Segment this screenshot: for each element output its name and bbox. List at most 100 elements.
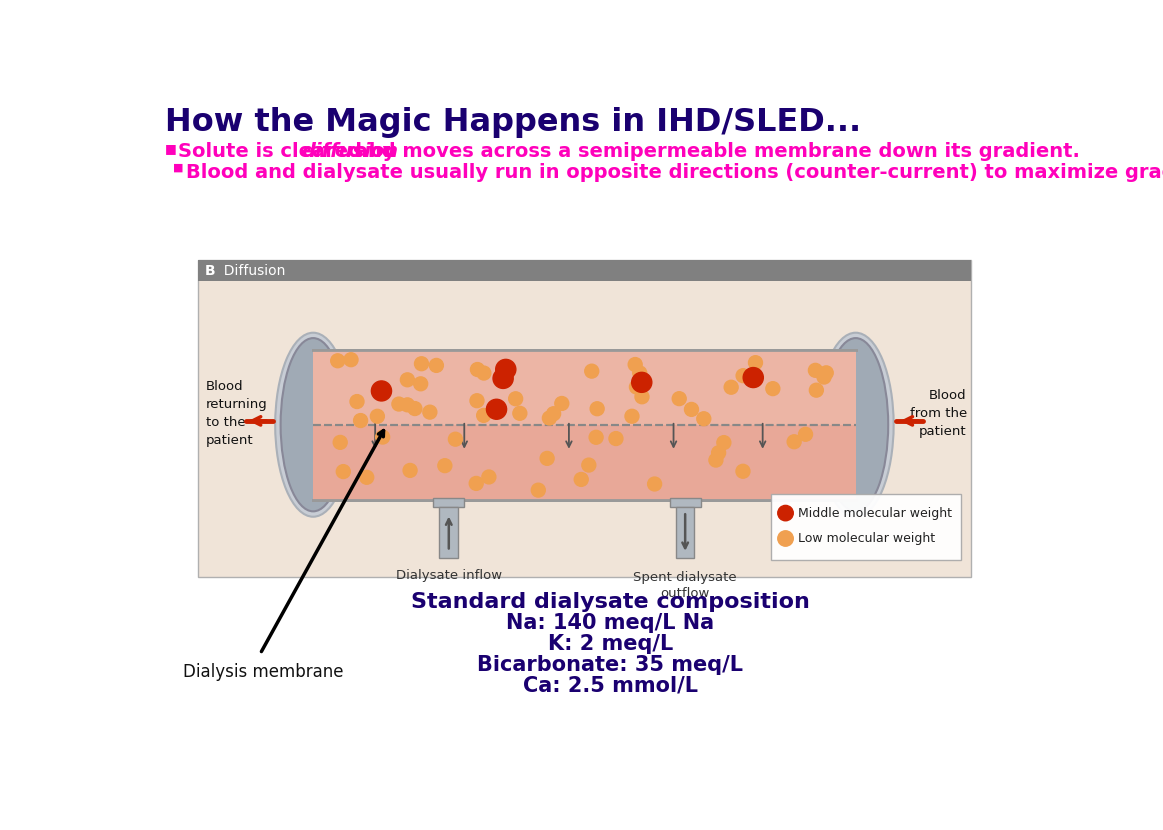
Circle shape xyxy=(555,397,569,410)
Bar xyxy=(313,349,856,425)
Circle shape xyxy=(632,373,651,393)
Text: Dialysis membrane: Dialysis membrane xyxy=(183,663,343,681)
Circle shape xyxy=(778,505,793,520)
Circle shape xyxy=(736,464,750,478)
Circle shape xyxy=(625,409,638,423)
Circle shape xyxy=(672,392,686,406)
Bar xyxy=(198,260,971,577)
Circle shape xyxy=(513,407,527,420)
Circle shape xyxy=(449,432,463,447)
Bar xyxy=(313,349,856,500)
Circle shape xyxy=(471,363,485,377)
Circle shape xyxy=(743,368,763,388)
Circle shape xyxy=(585,364,599,378)
Bar xyxy=(440,507,458,558)
Circle shape xyxy=(799,427,813,442)
Circle shape xyxy=(334,436,348,449)
Circle shape xyxy=(808,364,822,378)
Text: B: B xyxy=(205,264,215,277)
Text: Solute is cleared by: Solute is cleared by xyxy=(178,142,402,161)
Circle shape xyxy=(423,405,437,419)
Circle shape xyxy=(818,370,832,384)
Circle shape xyxy=(685,403,699,417)
Circle shape xyxy=(787,435,801,449)
Text: Ca: 2.5 mmol/L: Ca: 2.5 mmol/L xyxy=(523,676,698,696)
Circle shape xyxy=(582,458,595,472)
Circle shape xyxy=(819,366,833,380)
Text: K: 2 meq/L: K: 2 meq/L xyxy=(548,634,673,654)
Circle shape xyxy=(575,472,588,486)
Circle shape xyxy=(542,411,556,425)
Text: Blood
from the
patient: Blood from the patient xyxy=(909,388,966,437)
Text: Diffusion: Diffusion xyxy=(215,264,285,277)
Circle shape xyxy=(469,476,483,491)
Text: ■: ■ xyxy=(165,142,177,155)
Circle shape xyxy=(408,402,422,416)
Bar xyxy=(434,498,464,507)
Circle shape xyxy=(635,390,649,403)
Circle shape xyxy=(481,470,495,484)
Text: Blood and dialysate usually run in opposite directions (counter-current) to maxi: Blood and dialysate usually run in oppos… xyxy=(186,163,1163,182)
Circle shape xyxy=(495,359,516,379)
Circle shape xyxy=(438,459,452,472)
Circle shape xyxy=(547,407,561,421)
Circle shape xyxy=(725,380,739,394)
Circle shape xyxy=(809,383,823,397)
Circle shape xyxy=(590,431,604,444)
Circle shape xyxy=(531,483,545,497)
Circle shape xyxy=(629,380,643,394)
Circle shape xyxy=(370,409,384,423)
Bar xyxy=(198,260,971,281)
Circle shape xyxy=(344,353,358,367)
FancyBboxPatch shape xyxy=(771,494,962,560)
Text: Standard dialysate composition: Standard dialysate composition xyxy=(411,593,809,613)
Circle shape xyxy=(766,382,780,396)
Text: Bicarbonate: 35 meq/L: Bicarbonate: 35 meq/L xyxy=(477,655,743,675)
Circle shape xyxy=(590,402,604,416)
Circle shape xyxy=(477,366,491,380)
Text: Na: 140 meq/L Na: Na: 140 meq/L Na xyxy=(506,613,714,633)
Circle shape xyxy=(736,369,750,383)
Circle shape xyxy=(633,366,647,380)
Circle shape xyxy=(400,373,414,387)
Circle shape xyxy=(359,471,373,484)
Ellipse shape xyxy=(818,333,893,517)
Text: and moves across a semipermeable membrane down its gradient.: and moves across a semipermeable membran… xyxy=(348,142,1080,161)
Circle shape xyxy=(330,354,344,368)
Circle shape xyxy=(371,381,392,401)
Ellipse shape xyxy=(280,338,345,511)
Circle shape xyxy=(749,356,763,369)
Text: Dialysate inflow: Dialysate inflow xyxy=(395,569,502,582)
Circle shape xyxy=(540,452,554,466)
Text: ■: ■ xyxy=(172,163,183,173)
Text: Low molecular weight: Low molecular weight xyxy=(798,532,935,545)
Circle shape xyxy=(414,357,428,371)
Circle shape xyxy=(486,399,507,419)
Text: diffusion: diffusion xyxy=(301,142,398,161)
Text: Middle molecular weight: Middle molecular weight xyxy=(798,506,952,520)
Circle shape xyxy=(470,393,484,408)
Circle shape xyxy=(508,392,522,406)
Circle shape xyxy=(648,477,662,491)
Circle shape xyxy=(716,436,730,450)
Ellipse shape xyxy=(823,338,889,511)
Text: Spent dialysate
outflow: Spent dialysate outflow xyxy=(634,571,737,600)
Circle shape xyxy=(429,359,443,373)
Bar xyxy=(676,507,694,558)
Text: How the Magic Happens in IHD/SLED...: How the Magic Happens in IHD/SLED... xyxy=(165,107,861,139)
Circle shape xyxy=(336,465,350,479)
Circle shape xyxy=(609,432,623,446)
Circle shape xyxy=(392,397,406,411)
Circle shape xyxy=(709,453,723,467)
Circle shape xyxy=(376,430,390,444)
Circle shape xyxy=(493,369,513,388)
Circle shape xyxy=(404,463,418,477)
Text: Blood
returning
to the
patient: Blood returning to the patient xyxy=(206,379,267,447)
Bar xyxy=(313,349,856,425)
Circle shape xyxy=(354,413,368,427)
Circle shape xyxy=(400,398,414,412)
Ellipse shape xyxy=(276,333,351,517)
Circle shape xyxy=(477,408,491,422)
Bar xyxy=(313,349,856,500)
Bar xyxy=(670,498,700,507)
